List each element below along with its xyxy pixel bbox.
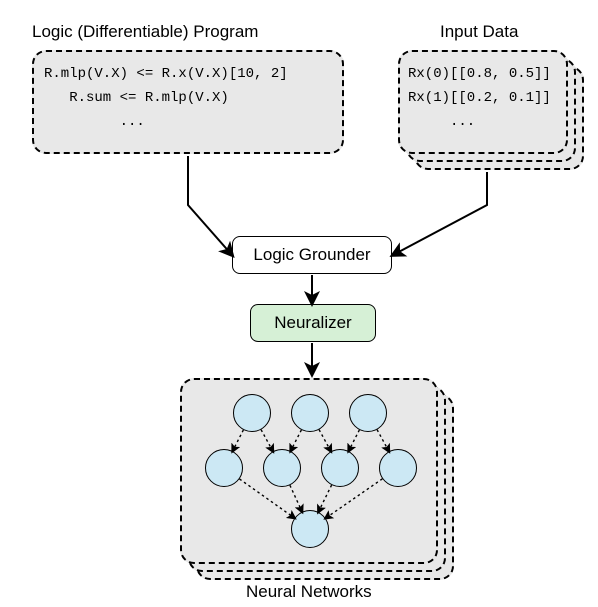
input-line: ...	[408, 114, 558, 130]
nn-node	[263, 449, 301, 487]
program-line: ...	[44, 114, 332, 130]
nn-node	[233, 394, 271, 432]
program-line: R.mlp(V.X) <= R.x(V.X)[10, 2]	[44, 66, 332, 82]
nn-node	[321, 449, 359, 487]
input-line: Rx(0)[[0.8, 0.5]]	[408, 66, 558, 82]
logic-grounder-label: Logic Grounder	[253, 245, 370, 265]
program-box: R.mlp(V.X) <= R.x(V.X)[10, 2] R.sum <= R…	[32, 50, 344, 154]
neuralizer-label: Neuralizer	[274, 313, 351, 333]
input-box: Rx(0)[[0.8, 0.5]] Rx(1)[[0.2, 0.1]] ...	[398, 50, 568, 154]
program-line: R.sum <= R.mlp(V.X)	[44, 90, 332, 106]
input-line: Rx(1)[[0.2, 0.1]]	[408, 90, 558, 106]
nn-node	[349, 394, 387, 432]
input-title: Input Data	[440, 22, 518, 42]
logic-grounder-box: Logic Grounder	[232, 236, 392, 274]
nn-node	[291, 510, 329, 548]
neuralizer-box: Neuralizer	[250, 304, 376, 342]
nn-node	[379, 449, 417, 487]
nn-node	[291, 394, 329, 432]
nn-node	[205, 449, 243, 487]
flow-arrow	[188, 156, 232, 255]
output-title: Neural Networks	[246, 582, 372, 602]
flow-arrow	[393, 172, 487, 255]
program-title: Logic (Differentiable) Program	[32, 22, 258, 42]
